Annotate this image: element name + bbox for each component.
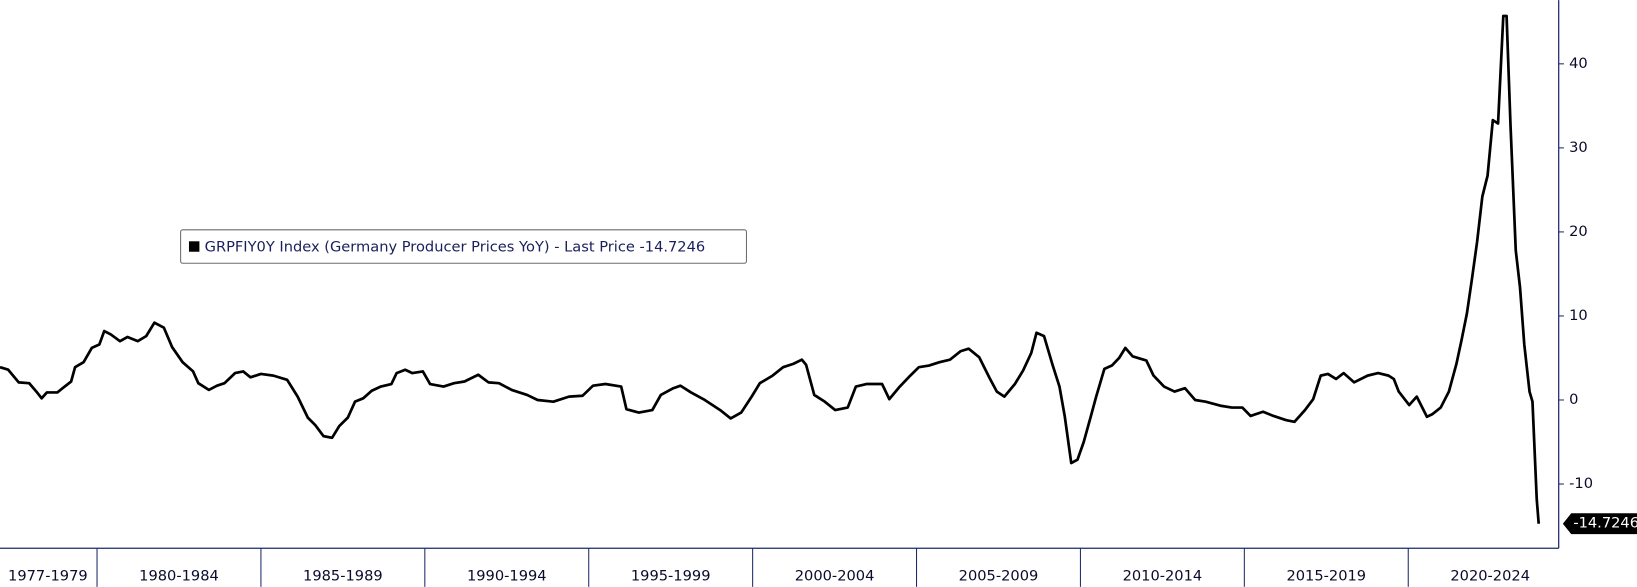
x-tick-label: 2020-2024 [1450, 567, 1530, 584]
legend-swatch [188, 241, 200, 252]
x-tick-label: 1995-1999 [631, 567, 711, 584]
y-tick-label: 30 [1569, 139, 1588, 156]
legend-label: GRPFIY0Y Index (Germany Producer Prices … [205, 239, 706, 256]
legend: GRPFIY0Y Index (Germany Producer Prices … [180, 229, 747, 264]
y-tick-label: -10 [1569, 475, 1593, 492]
last-value-label: -14.7246 [1573, 515, 1637, 532]
x-tick-label: 2005-2009 [959, 567, 1039, 584]
y-tick-label: 40 [1569, 55, 1588, 72]
last-value-tag [1562, 513, 1637, 535]
x-tick-label: 1990-1994 [467, 567, 547, 584]
x-tick-label: 1977-1979 [8, 567, 88, 584]
legend-box [180, 229, 747, 264]
x-tick-label: 1980-1984 [139, 567, 219, 584]
y-tick-label: 0 [1569, 391, 1578, 408]
x-tick-label: 2000-2004 [795, 567, 875, 584]
y-tick-label: 20 [1569, 223, 1588, 240]
series-line [0, 14, 1541, 524]
x-tick-label: 2010-2014 [1123, 567, 1203, 584]
y-tick-label: 10 [1569, 307, 1588, 324]
x-tick-label: 1985-1989 [303, 567, 383, 584]
x-tick-label: 2015-2019 [1286, 567, 1366, 584]
